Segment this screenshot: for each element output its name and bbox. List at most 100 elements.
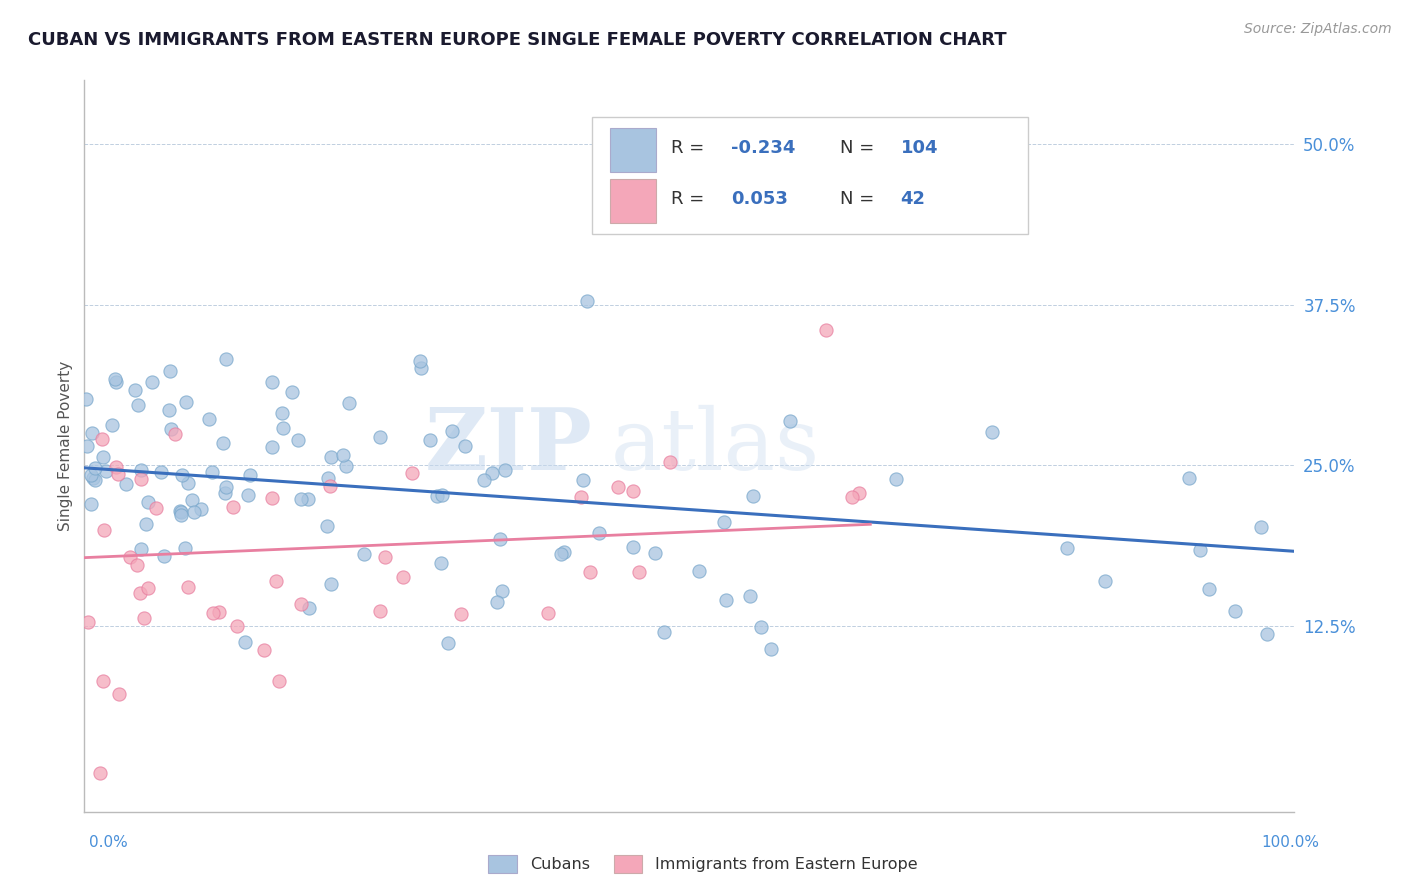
Point xyxy=(588,526,610,541)
Point xyxy=(337,396,360,410)
Point xyxy=(315,519,337,533)
FancyBboxPatch shape xyxy=(592,117,1028,234)
Point xyxy=(749,619,772,633)
Point xyxy=(100,417,122,432)
Point xyxy=(181,492,204,507)
Text: R =: R = xyxy=(671,138,710,157)
Point xyxy=(212,435,235,450)
Point xyxy=(1223,604,1246,618)
Text: 104: 104 xyxy=(901,138,938,157)
Point xyxy=(115,476,138,491)
Point xyxy=(297,492,319,507)
Text: 0.0%: 0.0% xyxy=(89,836,128,850)
Point xyxy=(1250,520,1272,534)
Point xyxy=(486,595,509,609)
Point xyxy=(93,450,115,464)
Point xyxy=(290,597,312,611)
Point xyxy=(1198,582,1220,596)
Point xyxy=(623,540,645,554)
Point xyxy=(298,601,321,615)
Point xyxy=(141,375,163,389)
Point xyxy=(264,574,287,589)
Point xyxy=(83,473,105,487)
Point xyxy=(172,468,194,483)
Point xyxy=(260,376,283,390)
Point xyxy=(129,586,152,600)
Point xyxy=(159,364,181,378)
Point xyxy=(83,461,105,475)
Text: N =: N = xyxy=(841,138,880,157)
Point xyxy=(1188,542,1211,557)
FancyBboxPatch shape xyxy=(610,179,657,223)
Point xyxy=(740,589,762,603)
Point xyxy=(170,508,193,522)
Point xyxy=(253,643,276,657)
Point xyxy=(430,556,453,570)
Text: -0.234: -0.234 xyxy=(731,138,796,157)
Point xyxy=(104,460,127,475)
Point xyxy=(75,392,97,406)
Point xyxy=(91,674,114,689)
Point xyxy=(127,399,149,413)
Point xyxy=(714,593,737,607)
Point xyxy=(1178,471,1201,485)
Point xyxy=(713,516,735,530)
Point xyxy=(105,375,128,389)
Point xyxy=(177,580,200,594)
Point xyxy=(153,549,176,563)
Point xyxy=(174,395,197,409)
Point xyxy=(319,576,342,591)
Point xyxy=(271,406,294,420)
Point xyxy=(368,604,391,618)
Point xyxy=(319,479,342,493)
Point xyxy=(107,467,129,482)
Point xyxy=(82,426,104,441)
Point xyxy=(177,475,200,490)
Text: 100.0%: 100.0% xyxy=(1261,836,1319,850)
Point xyxy=(419,433,441,447)
Point xyxy=(201,466,224,480)
Point xyxy=(440,424,463,438)
Point xyxy=(373,549,395,564)
Point xyxy=(287,433,309,447)
Text: 0.053: 0.053 xyxy=(731,190,789,208)
Point xyxy=(981,425,1004,439)
Point xyxy=(76,439,98,453)
Point xyxy=(214,486,236,500)
Point xyxy=(841,490,863,504)
Point xyxy=(472,473,495,487)
Point xyxy=(579,565,602,579)
FancyBboxPatch shape xyxy=(610,128,657,171)
Point xyxy=(260,491,283,506)
Point xyxy=(659,455,682,469)
Point xyxy=(848,486,870,500)
Point xyxy=(125,558,148,573)
Point xyxy=(134,611,156,625)
Point xyxy=(183,505,205,519)
Point xyxy=(280,385,302,400)
Point xyxy=(621,484,644,499)
Point xyxy=(159,422,181,436)
Text: CUBAN VS IMMIGRANTS FROM EASTERN EUROPE SINGLE FEMALE POVERTY CORRELATION CHART: CUBAN VS IMMIGRANTS FROM EASTERN EUROPE … xyxy=(28,31,1007,49)
Point xyxy=(198,412,221,426)
Text: Source: ZipAtlas.com: Source: ZipAtlas.com xyxy=(1244,22,1392,37)
Point xyxy=(409,354,432,368)
Point xyxy=(335,458,357,473)
Point xyxy=(436,635,458,649)
Text: N =: N = xyxy=(841,190,880,208)
Point xyxy=(481,466,503,480)
Point xyxy=(742,489,765,503)
Point xyxy=(190,502,212,516)
Point xyxy=(652,625,675,640)
Text: 42: 42 xyxy=(901,190,925,208)
Point xyxy=(136,495,159,509)
Point xyxy=(222,500,245,515)
Point xyxy=(453,439,475,453)
Point xyxy=(353,547,375,561)
Point xyxy=(150,465,173,479)
Y-axis label: Single Female Poverty: Single Female Poverty xyxy=(58,361,73,531)
Point xyxy=(368,430,391,444)
Point xyxy=(489,532,512,546)
Point xyxy=(575,293,598,308)
Point xyxy=(145,500,167,515)
